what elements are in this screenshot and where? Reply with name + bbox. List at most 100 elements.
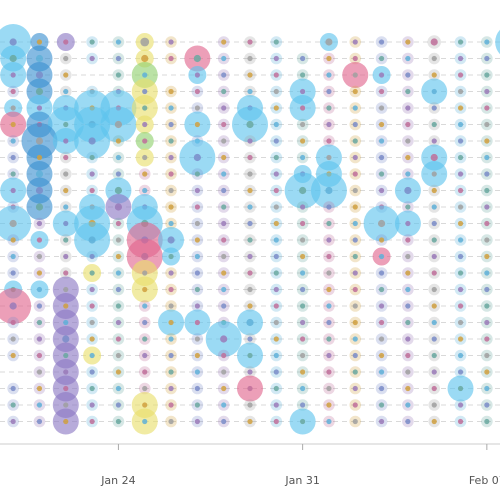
bubble-point xyxy=(10,187,16,194)
bubble-point xyxy=(457,352,464,359)
bubble-point xyxy=(352,402,358,408)
bubble-point xyxy=(457,154,464,161)
bubble-point xyxy=(326,418,332,425)
bubble-point xyxy=(9,219,17,228)
bubble-point xyxy=(221,138,227,144)
bubble-point xyxy=(221,253,227,260)
bubble-point xyxy=(89,319,95,326)
bubble-point xyxy=(142,385,148,392)
bubble-point xyxy=(431,105,437,111)
bubble-point xyxy=(35,203,44,211)
bubble-point xyxy=(36,352,43,359)
bubble-point xyxy=(457,418,464,425)
x-tick-label: Jan 31 xyxy=(284,474,319,487)
bubble-point xyxy=(404,186,412,195)
bubble-point xyxy=(405,72,411,78)
bubble-point xyxy=(352,319,358,326)
bubble-point xyxy=(194,253,200,260)
bubble-point xyxy=(405,385,411,392)
bubble-point xyxy=(352,39,358,45)
bubble-point xyxy=(378,303,385,309)
bubble-point xyxy=(247,418,253,425)
bubble-point xyxy=(194,220,200,227)
bubble-point xyxy=(431,336,437,342)
bubble-point xyxy=(36,237,43,243)
bubble-point xyxy=(431,187,437,194)
bubble-point xyxy=(457,105,464,111)
bubble-point xyxy=(300,88,306,95)
bubble-point xyxy=(9,302,17,310)
bubble-point xyxy=(484,220,490,227)
bubble-point xyxy=(247,171,253,177)
bubble-point xyxy=(300,105,306,111)
bubble-point xyxy=(221,418,227,425)
bubble-point xyxy=(484,402,490,408)
bubble-point xyxy=(115,55,122,62)
bubble-point xyxy=(115,336,122,342)
bubble-point xyxy=(115,286,122,293)
bubble-point xyxy=(168,270,174,276)
bubble-point xyxy=(378,105,385,111)
bubble-point xyxy=(142,105,148,111)
bubble-point xyxy=(300,352,306,359)
bubble-point xyxy=(484,55,490,62)
bubble-point xyxy=(430,38,438,46)
bubble-point xyxy=(457,39,464,45)
bubble-point xyxy=(431,220,437,227)
bubble-point xyxy=(168,138,174,144)
bubble-point xyxy=(352,253,358,260)
bubble-point xyxy=(326,138,332,144)
bubble-point xyxy=(378,369,385,375)
bubble-point xyxy=(168,418,174,425)
bubble-point xyxy=(142,303,148,309)
bubble-point xyxy=(221,385,227,392)
bubble-point xyxy=(457,204,464,210)
bubble-point xyxy=(115,270,122,276)
bubble-point xyxy=(63,220,69,227)
bubble-point xyxy=(484,39,490,45)
bubble-point xyxy=(247,72,253,78)
bubble-point xyxy=(36,39,43,45)
bubble-point xyxy=(273,105,279,111)
bubble-point xyxy=(221,270,227,276)
bubble-point xyxy=(352,352,358,359)
bubble-point xyxy=(10,171,16,177)
bubble-point xyxy=(89,369,95,375)
bubble-point xyxy=(35,137,44,145)
bubble-point xyxy=(326,319,332,326)
bubble-point xyxy=(431,303,437,309)
bubble-point xyxy=(405,105,411,111)
bubble-point xyxy=(193,54,201,63)
bubble-point xyxy=(378,270,385,276)
bubble-point xyxy=(246,120,254,129)
bubble-point xyxy=(194,369,200,375)
bubble-point xyxy=(484,121,490,128)
bubble-point xyxy=(168,220,174,227)
bubble-point xyxy=(168,39,174,45)
bubble-point xyxy=(10,237,16,243)
bubble-point xyxy=(457,55,464,62)
bubble-point xyxy=(484,154,490,161)
bubble-point xyxy=(405,369,411,375)
bubble-point xyxy=(36,402,43,408)
bubble-point xyxy=(247,204,253,210)
bubble-point xyxy=(378,88,385,95)
bubble-point xyxy=(141,252,149,261)
bubble-point xyxy=(378,154,385,161)
bubble-point xyxy=(115,154,122,161)
bubble-point xyxy=(273,204,279,210)
bubble-point xyxy=(89,286,95,293)
bubble-point xyxy=(10,105,16,111)
bubble-point xyxy=(431,270,437,276)
bubble-point xyxy=(10,270,16,276)
bubble-point xyxy=(378,171,385,177)
bubble-series xyxy=(0,24,500,435)
bubble-point xyxy=(193,153,201,162)
bubble-point xyxy=(484,270,490,276)
bubble-point xyxy=(221,105,227,111)
bubble-point xyxy=(142,336,148,342)
bubble-point xyxy=(63,138,69,144)
bubble-point xyxy=(431,402,437,408)
bubble-point xyxy=(457,237,464,243)
bubble-point xyxy=(36,369,43,375)
